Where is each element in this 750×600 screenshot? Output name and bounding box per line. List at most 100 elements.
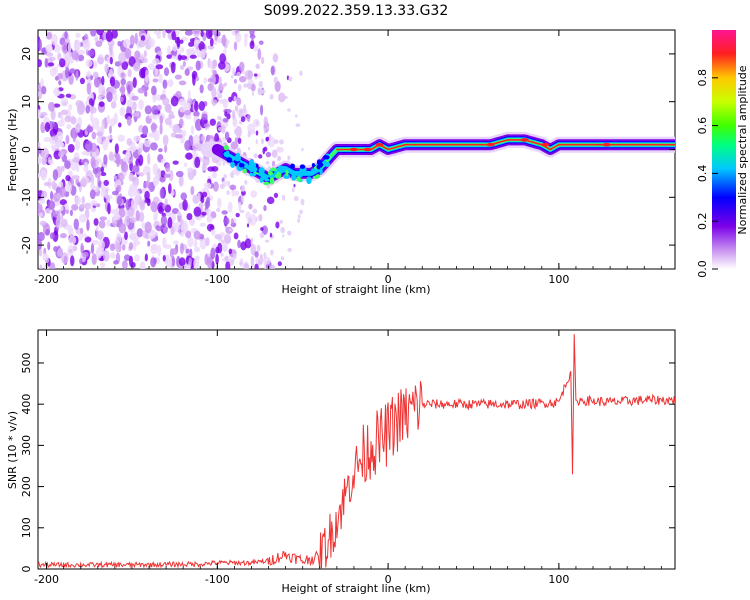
spectrogram-noise-blob (250, 83, 256, 92)
spectrogram-noise-blob (268, 133, 272, 139)
spectrogram-noise-blob (212, 30, 218, 36)
spectrogram-noise-blob (153, 210, 159, 220)
spectrogram-noise-blob (257, 87, 261, 94)
spectrogram-noise-blob (71, 175, 80, 180)
spectrogram-noise-blob (138, 154, 144, 166)
spectrogram-noise-blob (291, 187, 295, 193)
spectrogram-noise-blob (227, 201, 233, 213)
spectrogram-noise-blob (139, 67, 147, 79)
spectrogram-noise-blob (57, 73, 63, 80)
spectrogram-noise-blob (79, 77, 86, 85)
spectrogram-noise-blob (68, 73, 74, 85)
spectrogram-noise-blob (158, 221, 162, 227)
spectrogram-noise-blob (77, 101, 85, 114)
spectrogram-noise-blob (58, 150, 64, 158)
spectrogram-noise-blob (156, 94, 162, 101)
spectrogram-noise-blob (91, 253, 97, 265)
spectrogram-noise-blob (65, 175, 71, 182)
spectrogram-noise-blob (261, 225, 268, 235)
spectrogram-noise-blob (132, 62, 141, 72)
spectrogram-noise-blob (156, 104, 162, 111)
spectrogram-noise-blob (178, 80, 187, 86)
colorbar: 0.0 0.2 0.4 0.6 0.8 Normalized spectral ampl… (696, 30, 749, 278)
spectrogram-noise-blob (239, 261, 243, 266)
spectrogram-noise-blob (238, 75, 247, 83)
spectrogram-noise-blob (112, 92, 118, 102)
spectrogram-noise-blob (228, 96, 233, 103)
spectrogram-noise-blob (49, 128, 57, 138)
spectrogram-noise-blob (229, 184, 237, 190)
spectrogram-noise-blob (99, 85, 106, 91)
spectrogram-noise-blob (100, 166, 105, 173)
spectrogram-xtick-label: -100 (205, 273, 230, 286)
spectrogram-noise-blob (131, 176, 137, 182)
spectrogram-track-blob (323, 160, 327, 166)
spectrogram-noise-blob (211, 59, 218, 69)
spectrogram-noise-blob (51, 121, 56, 128)
spectrogram-noise-blob (164, 117, 172, 126)
spectrogram-noise-blob (243, 104, 247, 111)
spectrogram-noise-blob (175, 30, 180, 37)
spectrogram-track-blob (226, 157, 233, 163)
spectrogram-noise-blob (120, 78, 127, 86)
spectrogram-noise-blob (133, 135, 140, 142)
spectrogram-noise-blob (223, 174, 227, 179)
spectrogram-noise-blob (271, 160, 276, 168)
spectrogram-ytick-label: 10 (20, 95, 33, 109)
spectrogram-noise-blob (89, 189, 96, 200)
spectrogram-noise-blob (109, 46, 113, 56)
spectrogram-noise-blob (109, 252, 116, 259)
spectrogram-noise-blob (89, 106, 97, 114)
spectrogram-noise-blob (135, 210, 140, 222)
spectrogram-noise-blob (47, 62, 55, 67)
spectrogram-noise-blob (114, 242, 121, 253)
spectrogram-noise-blob (256, 244, 261, 252)
spectrogram-noise-blob (217, 197, 222, 209)
spectrogram-noise-blob (204, 253, 209, 266)
spectrogram-noise-blob (90, 207, 96, 213)
spectrogram-noise-blob (100, 172, 107, 177)
spectrogram-noise-blob (193, 246, 201, 253)
spectrogram-noise-blob (153, 196, 160, 203)
spectrogram-noise-blob (187, 236, 194, 248)
spectrogram-noise-blob (193, 110, 200, 118)
spectrogram-noise-blob (132, 240, 141, 246)
spectrogram-noise-blob (105, 30, 113, 42)
spectrogram-noise-blob (59, 205, 64, 212)
spectrogram-noise-blob (247, 114, 251, 123)
spectrogram-track-blob (320, 162, 324, 167)
spectrogram-noise-blob (45, 52, 54, 57)
spectrogram-noise-blob (237, 137, 242, 145)
spectrogram-noise-blob (150, 123, 158, 130)
spectrogram-noise-blob (217, 61, 226, 70)
spectrogram-noise-blob (265, 136, 270, 142)
snr-ytick-label: 300 (20, 435, 33, 456)
spectrogram-noise-blob (64, 66, 70, 79)
spectrogram-noise-blob (262, 147, 266, 155)
spectrogram-noise-blob (153, 257, 157, 264)
spectrogram-noise-blob (201, 191, 208, 198)
spectrogram-noise-blob (172, 124, 180, 134)
spectrogram-noise-blob (38, 212, 43, 218)
spectrogram-noise-blob (203, 77, 208, 84)
spectrogram-noise-blob (293, 195, 299, 202)
spectrogram-noise-blob (186, 167, 194, 172)
spectrogram-noise-blob (179, 64, 185, 70)
spectrogram-noise-blob (131, 165, 140, 173)
spectrogram-noise-blob (293, 183, 296, 188)
spectrogram-noise-blob (126, 99, 134, 107)
spectrogram-noise-blob (200, 30, 204, 37)
spectrogram-noise-blob (72, 133, 76, 143)
spectrogram-noise-blob (265, 160, 270, 165)
spectrogram-noise-blob (102, 250, 110, 262)
spectrogram-noise-blob (69, 255, 75, 267)
spectrogram-noise-blob (235, 125, 242, 138)
spectrogram-noise-blob (233, 190, 240, 197)
spectrogram-noise-blob (184, 140, 192, 151)
spectrogram-noise-blob (109, 117, 116, 127)
spectrogram-noise-blob (57, 52, 62, 61)
spectrogram-noise-blob (266, 125, 270, 130)
spectrogram-noise-blob (250, 190, 258, 198)
snr-panel: -200 -100 0 100 0 100 200 300 400 500 Height of s… (6, 329, 676, 595)
